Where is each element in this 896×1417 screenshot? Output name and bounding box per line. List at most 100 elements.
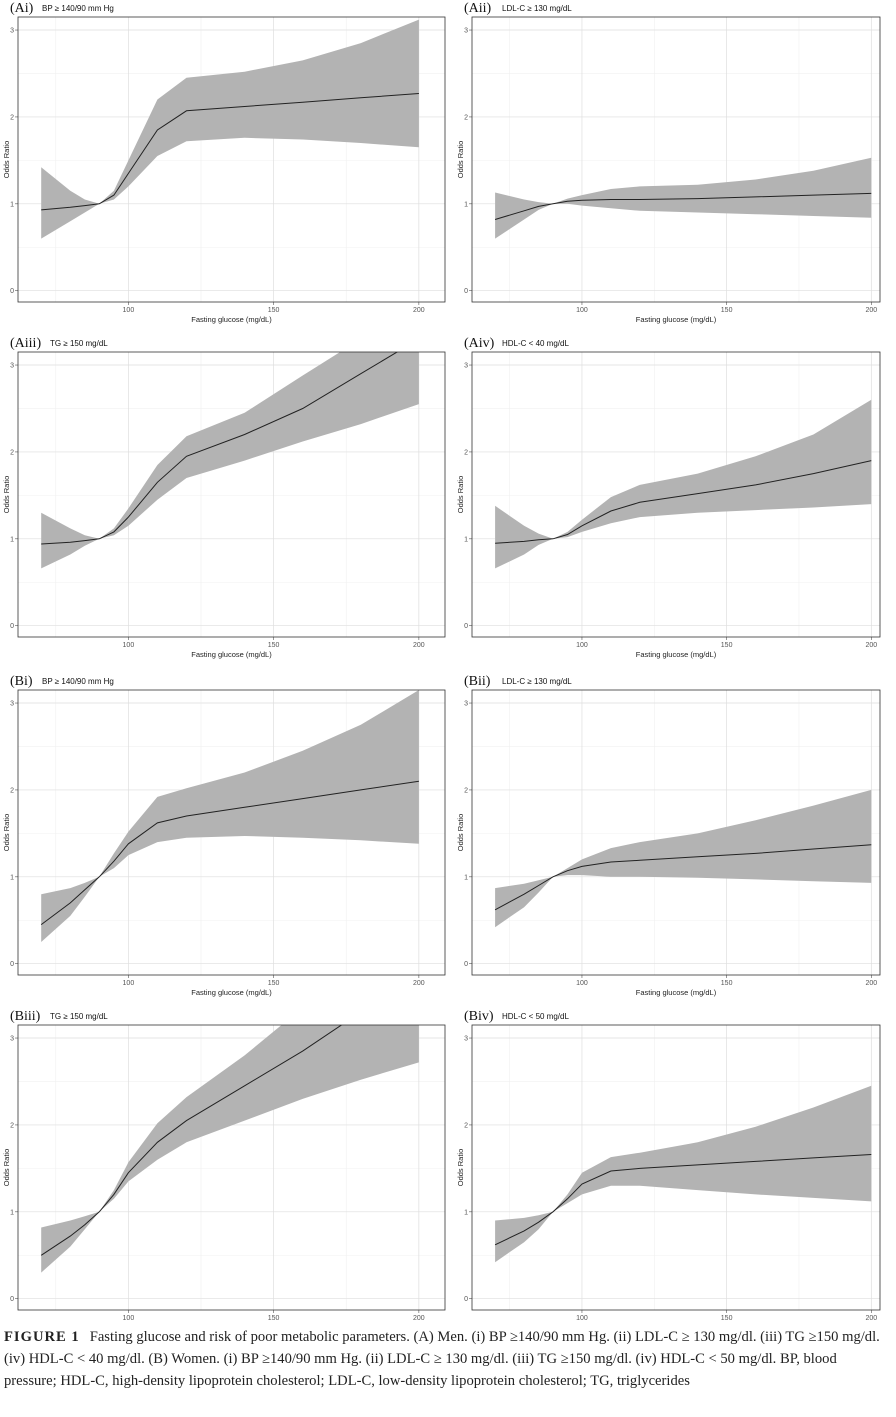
x-tick-label: 100 bbox=[576, 642, 588, 649]
y-tick-label: 2 bbox=[464, 1122, 468, 1129]
y-tick-label: 2 bbox=[464, 449, 468, 456]
y-tick-label: 2 bbox=[464, 114, 468, 121]
y-tick-label: 0 bbox=[10, 961, 14, 968]
panel-label: (Biii) bbox=[10, 1009, 41, 1024]
y-tick-label: 2 bbox=[10, 1122, 14, 1129]
x-tick-label: 200 bbox=[413, 307, 425, 314]
panel-title: BP ≥ 140/90 mm Hg bbox=[42, 677, 114, 686]
x-axis-title: Fasting glucose (mg/dL) bbox=[636, 315, 717, 324]
y-axis-title: Odds Ratio bbox=[2, 1149, 11, 1187]
odds-ratio-line bbox=[41, 352, 399, 545]
confidence-band bbox=[41, 19, 419, 239]
y-tick-label: 1 bbox=[464, 536, 468, 543]
plot-frame bbox=[17, 16, 446, 303]
confidence-band bbox=[495, 399, 872, 569]
y-tick-label: 0 bbox=[10, 623, 14, 630]
panel: 100 150 200 0 1 2 3 (Aiv) HDL-C < 40 mg/dL Fastin… bbox=[456, 336, 881, 659]
panel: 100 150 200 0 1 2 3 (Bi) BP ≥ 140/90 mm Hg Fastin… bbox=[2, 674, 446, 997]
panel-title: HDL-C < 40 mg/dL bbox=[502, 339, 569, 348]
x-tick-label: 100 bbox=[123, 1315, 135, 1320]
x-tick-label: 100 bbox=[123, 980, 135, 987]
confidence-band bbox=[495, 157, 872, 239]
x-tick-label: 150 bbox=[268, 307, 280, 314]
y-axis-title: Odds Ratio bbox=[456, 141, 465, 179]
confidence-band bbox=[41, 690, 419, 942]
panel-label: (Ai) bbox=[10, 1, 34, 16]
panel-label: (Bi) bbox=[10, 674, 33, 689]
y-tick-label: 2 bbox=[464, 787, 468, 794]
y-tick-label: 3 bbox=[464, 28, 468, 35]
x-axis-title: Fasting glucose (mg/dL) bbox=[636, 650, 717, 659]
y-tick-label: 2 bbox=[10, 114, 14, 121]
y-tick-label: 2 bbox=[10, 787, 14, 794]
panel-title: TG ≥ 150 mg/dL bbox=[50, 339, 108, 348]
plot-frame bbox=[471, 351, 881, 638]
panel-label: (Aiv) bbox=[464, 336, 495, 351]
plot-frame bbox=[17, 689, 446, 976]
x-tick-label: 100 bbox=[123, 307, 135, 314]
y-tick-label: 1 bbox=[464, 201, 468, 208]
panel: 100 150 200 0 1 2 3 (Ai) BP ≥ 140/90 mm Hg Fastin… bbox=[2, 1, 446, 324]
y-tick-label: 2 bbox=[10, 449, 14, 456]
x-tick-label: 150 bbox=[268, 980, 280, 987]
y-tick-label: 3 bbox=[10, 28, 14, 35]
panel-label: (Aii) bbox=[464, 1, 492, 16]
y-tick-label: 0 bbox=[10, 1296, 14, 1303]
x-tick-label: 100 bbox=[576, 980, 588, 987]
odds-ratio-line bbox=[495, 460, 872, 544]
y-tick-label: 1 bbox=[10, 201, 14, 208]
odds-ratio-line bbox=[40, 1025, 343, 1256]
x-tick-label: 150 bbox=[721, 642, 733, 649]
y-tick-label: 3 bbox=[10, 1036, 14, 1043]
x-tick-label: 100 bbox=[576, 1315, 588, 1320]
panel: 100 150 200 0 1 2 3 (Bii) LDL-C ≥ 130 mg/dL Fasti… bbox=[456, 674, 881, 997]
plot-frame bbox=[17, 351, 446, 638]
y-tick-label: 3 bbox=[464, 363, 468, 370]
y-tick-label: 0 bbox=[464, 288, 468, 295]
y-axis-title: Odds Ratio bbox=[456, 476, 465, 514]
y-tick-label: 0 bbox=[10, 288, 14, 295]
panel-title: LDL-C ≥ 130 mg/dL bbox=[502, 677, 572, 686]
y-tick-label: 1 bbox=[464, 874, 468, 881]
x-tick-label: 200 bbox=[413, 1315, 425, 1320]
x-axis-title: Fasting glucose (mg/dL) bbox=[191, 650, 272, 659]
confidence-band bbox=[41, 352, 419, 569]
plot-frame bbox=[471, 16, 881, 303]
panel-title: LDL-C ≥ 130 mg/dL bbox=[502, 4, 572, 13]
y-tick-label: 3 bbox=[10, 363, 14, 370]
panel: 100 150 200 0 1 2 3 (Aiii) TG ≥ 150 mg/dL Fasting… bbox=[2, 336, 446, 659]
odds-ratio-line bbox=[494, 1154, 872, 1246]
plot-frame bbox=[17, 1024, 446, 1311]
x-tick-label: 150 bbox=[268, 1315, 280, 1320]
caption-text: Fasting glucose and risk of poor metabol… bbox=[4, 1329, 880, 1389]
odds-ratio-line bbox=[40, 780, 419, 926]
y-tick-label: 0 bbox=[464, 1296, 468, 1303]
y-tick-label: 1 bbox=[10, 536, 14, 543]
confidence-band bbox=[495, 1085, 872, 1263]
y-axis-title: Odds Ratio bbox=[2, 476, 11, 514]
y-tick-label: 1 bbox=[10, 1209, 14, 1216]
plot-frame bbox=[471, 689, 881, 976]
y-tick-label: 3 bbox=[464, 1036, 468, 1043]
x-tick-label: 100 bbox=[576, 307, 588, 314]
odds-ratio-line bbox=[41, 93, 419, 211]
y-tick-label: 0 bbox=[464, 623, 468, 630]
x-axis-title: Fasting glucose (mg/dL) bbox=[636, 988, 717, 997]
y-tick-label: 1 bbox=[464, 1209, 468, 1216]
y-axis-title: Odds Ratio bbox=[456, 814, 465, 852]
plot-frame bbox=[471, 1024, 881, 1311]
x-tick-label: 200 bbox=[865, 307, 877, 314]
y-axis-title: Odds Ratio bbox=[456, 1149, 465, 1187]
x-tick-label: 200 bbox=[865, 1315, 877, 1320]
confidence-band bbox=[41, 1025, 419, 1273]
caption: FIGURE 1 Fasting glucose and risk of poor… bbox=[4, 1326, 890, 1392]
panel: 100 150 200 0 1 2 3 (Aii) LDL-C ≥ 130 mg/dL Fasti… bbox=[456, 1, 881, 324]
panel-label: (Biv) bbox=[464, 1009, 494, 1024]
y-axis-title: Odds Ratio bbox=[2, 814, 11, 852]
x-axis-title: Fasting glucose (mg/dL) bbox=[191, 988, 272, 997]
x-tick-label: 200 bbox=[865, 980, 877, 987]
x-tick-label: 100 bbox=[123, 642, 135, 649]
